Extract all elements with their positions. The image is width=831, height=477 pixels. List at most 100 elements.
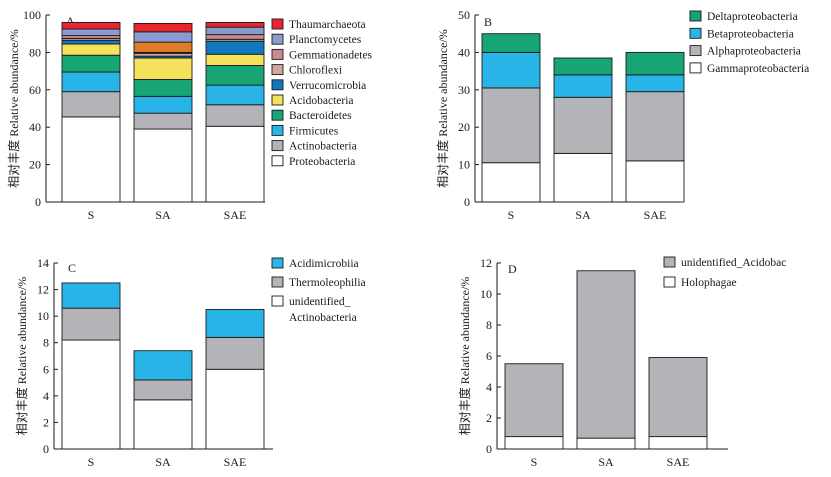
bar-segment-c-sae (205, 309, 265, 338)
y-tick-label: 6 (43, 362, 49, 376)
legend-swatch (271, 109, 284, 121)
x-tick-label: SA (598, 455, 614, 469)
bar-segment-a-sae (205, 40, 265, 55)
bar-segment-a-sae (205, 26, 265, 36)
bar-segment-a-s (61, 28, 121, 37)
y-tick-label: 10 (37, 309, 49, 323)
legend-label: Gammaproteobacteria (707, 63, 809, 75)
y-tick-label: 0 (464, 195, 470, 209)
bar-segment-c-sa (133, 350, 193, 381)
legend-swatch (271, 257, 284, 269)
bar-segment-a-sae (205, 22, 265, 28)
legend-swatch (271, 124, 284, 136)
bar-segment-a-sa (133, 112, 193, 130)
chart-panel-d: D 相对丰度 Relative abundance/% S SA SAE 0 2 4 6 8 10 1… (457, 256, 786, 469)
x-tick-label: S (508, 208, 515, 222)
panel-label: D (508, 262, 517, 276)
bar-segment-a-s (61, 54, 121, 73)
legend-label: Thermoleophilia (289, 277, 366, 289)
legend-label: Betaproteobacteria (707, 28, 794, 40)
y-tick-label: 30 (458, 83, 470, 97)
panel-label: C (68, 261, 76, 275)
bar-segment-a-s (61, 39, 121, 45)
panel-label: A (66, 14, 75, 28)
y-tick-label: 40 (458, 45, 470, 59)
bar-segment-d-s (504, 436, 564, 450)
legend-label: Bacteroidetes (289, 110, 352, 122)
bar-segment-a-sa (133, 31, 193, 43)
bar-segment-b-sae (625, 51, 685, 76)
bar-segment-c-s (61, 282, 121, 309)
legend-label: Firmicutes (289, 125, 339, 137)
x-tick-label: SA (155, 455, 171, 469)
legend-swatch (689, 10, 702, 22)
legend-swatch (689, 62, 702, 74)
legend-swatch (689, 45, 702, 57)
bar-segment-d-sa (576, 270, 636, 439)
bar-segment-b-sae (625, 74, 685, 93)
bar-segment-b-s (481, 162, 541, 203)
bar-segment-a-sa (133, 41, 193, 53)
bar-segment-b-sa (553, 96, 613, 154)
legend-label: Actinobacteria (289, 141, 357, 153)
y-tick-label: 60 (29, 83, 41, 97)
y-tick-label: 12 (480, 256, 492, 270)
bar-segment-b-sa (553, 152, 613, 203)
y-tick-label: 80 (29, 45, 41, 59)
bar-segment-b-sae (625, 160, 685, 203)
bar-segment-b-sae (625, 91, 685, 162)
bar-segment-a-sae (205, 34, 265, 40)
legend-swatch (689, 27, 702, 39)
x-tick-label: SAE (224, 208, 247, 222)
panel-label: B (484, 15, 492, 29)
legend-label: Holophagae (681, 277, 737, 289)
y-tick-label: 2 (486, 411, 492, 425)
chart-panel-a: A 相对丰度 Relative abundance/% S SA SAE 0 20 40 60 8… (6, 8, 373, 222)
bar-segment-a-s (61, 71, 121, 93)
legend-label: Thaumarchaeota (289, 19, 366, 31)
bar-segment-a-s (61, 22, 121, 30)
y-tick-label: 2 (43, 415, 49, 429)
y-tick-label: 12 (37, 283, 49, 297)
legend-label: Gemmationadetes (289, 49, 373, 61)
y-tick-label: 6 (486, 349, 492, 363)
legend-swatch (663, 256, 676, 268)
y-tick-label: 40 (29, 120, 41, 134)
bar-segment-a-sa (133, 128, 193, 203)
y-axis-label: 相对丰度 Relative abundance/% (6, 29, 21, 188)
legend-label: Verrucomicrobia (289, 80, 366, 92)
bar-segment-a-sae (205, 53, 265, 66)
legend-label: Alphaproteobacteria (707, 46, 801, 58)
legend-swatch (271, 94, 284, 106)
legend-label: unidentified_ (289, 296, 351, 308)
y-tick-label: 14 (37, 256, 49, 270)
bar-segment-d-s (504, 363, 564, 438)
bar-segment-d-sae (648, 357, 708, 438)
chart-panel-b: B 相对丰度 Relative abundance/% S SA SAE 0 10 20 30 4… (435, 8, 809, 222)
legend-swatch (271, 64, 284, 76)
bar-segment-c-s (61, 307, 121, 341)
legend-label: Acidobacteria (289, 95, 354, 107)
x-tick-label: SAE (644, 208, 667, 222)
y-axis-label: 相对丰度 Relative abundance/% (435, 29, 450, 188)
legend-label: unidentified_Acidobac (681, 257, 786, 269)
legend-label: Chloroflexi (289, 65, 342, 77)
bar-segment-c-sa (133, 399, 193, 450)
legend-label: Planctomycetes (289, 34, 362, 46)
bar-segment-c-sa (133, 379, 193, 401)
y-tick-label: 20 (458, 120, 470, 134)
legend-swatch (271, 18, 284, 30)
bar-segment-c-sae (205, 336, 265, 370)
legend-swatch (271, 33, 284, 45)
y-tick-label: 8 (486, 318, 492, 332)
x-tick-label: SA (155, 208, 171, 222)
bar-segment-a-sa (133, 22, 193, 33)
x-tick-label: SA (575, 208, 591, 222)
chart-panel-c: C 相对丰度 Relative abundance/% S SA SAE 0 2 4 6 8 10 1… (14, 256, 366, 469)
bar-segment-c-s (61, 339, 121, 450)
legend-label: Acidimicrobiia (289, 258, 359, 270)
bar-segment-a-sae (205, 104, 265, 127)
bar-segment-b-sa (553, 74, 613, 98)
y-tick-label: 100 (23, 8, 41, 22)
